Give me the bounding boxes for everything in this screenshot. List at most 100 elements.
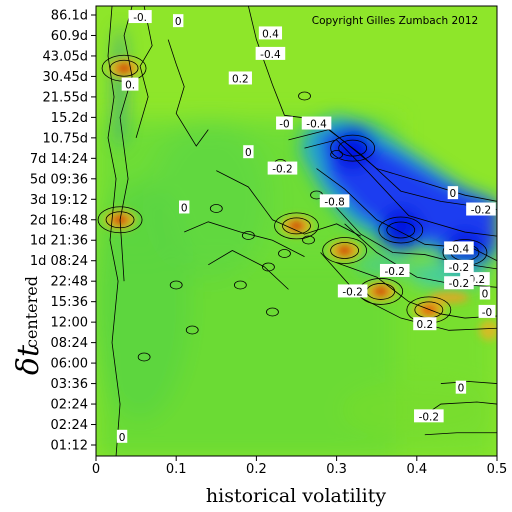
warm-spot — [419, 303, 438, 316]
contour-loop-small — [278, 249, 291, 258]
contour-label-text: -0.2 — [449, 278, 470, 290]
contour-label: 0 — [455, 380, 467, 395]
contour-loop — [105, 211, 135, 229]
y-tick-label: 5d 09:36 — [30, 172, 88, 187]
y-tick-label: 1d 21:36 — [30, 234, 88, 249]
contour-label-text: -0.2 — [342, 286, 363, 298]
contour-label-bg — [228, 71, 252, 85]
plot-area: -0. 0 0.4 -0.4 0.2 0. -0 -0.4 0 -0.2 -0.8 0 -0.2 0 -0.… — [96, 6, 497, 456]
contour-line — [107, 6, 121, 456]
contour-label-bg — [276, 116, 293, 130]
hot-spot-core — [292, 222, 301, 229]
y-tick-label: 3d 19:12 — [30, 193, 88, 208]
contour-label-bg — [479, 286, 491, 300]
contour-label-bg — [267, 161, 298, 175]
y-tick-label: 43.05d — [43, 49, 88, 64]
contour-loop — [274, 212, 319, 240]
contour-label-bg — [121, 77, 139, 91]
y-axis-label-sub: centered — [22, 276, 41, 348]
contour-label-text: -0.2 — [384, 266, 405, 278]
contour-label-bg — [243, 145, 254, 159]
contour-label-text: -0 — [482, 307, 492, 319]
contour-loop-small — [169, 280, 183, 290]
x-axis-ticks: 0 0.1 0.2 0.3 0.4 0.5 — [92, 456, 507, 477]
contour-line — [184, 221, 305, 257]
contour-label: 0.2 — [228, 71, 252, 85]
contour-line — [316, 168, 497, 262]
contour-loop — [322, 237, 368, 264]
contour-label: -0.4 — [444, 241, 474, 255]
contour-line — [320, 252, 497, 331]
contour-label-text: 0.4 — [262, 28, 279, 40]
contour-loop-small — [302, 235, 315, 245]
contour-label: 0 — [447, 186, 459, 200]
contour-label: -0. — [128, 10, 152, 24]
contour-line — [119, 6, 133, 282]
contour-label-bg — [116, 429, 128, 443]
contour-label-text: -0. — [133, 12, 147, 24]
y-tick-label: 2d 16:48 — [30, 213, 88, 228]
contour-label-text: 0.2 — [416, 319, 433, 331]
contour-label: -0.8 — [319, 194, 350, 208]
contour-label: 0.2 — [413, 317, 437, 331]
contour-line — [424, 432, 497, 436]
hot-spot-core — [120, 65, 129, 72]
contour-label: -0.2 — [337, 284, 368, 298]
contour-loop-small — [262, 262, 275, 272]
contour-label-bg — [455, 380, 467, 394]
contour-label: -0.2 — [444, 276, 474, 290]
y-tick-label: 21.55d — [43, 90, 88, 105]
contour-line — [288, 129, 497, 210]
contour-line — [216, 170, 361, 237]
contour-label-text: 0.2 — [232, 73, 249, 85]
y-tick-label: 02:24 — [51, 398, 88, 413]
contour-label-text: -0.8 — [324, 196, 345, 208]
contour-loop — [97, 206, 143, 234]
contour-line — [208, 250, 289, 290]
contour-label-text: -0.2 — [471, 205, 492, 217]
contour-line — [247, 6, 497, 202]
contour-label-bg — [337, 284, 368, 298]
contour-label-text: 0 — [458, 383, 465, 395]
contour-label: -0.4 — [255, 46, 286, 61]
contour-label: -0.2 — [379, 263, 410, 278]
contour-label-text: -0.2 — [419, 411, 440, 423]
y-axis-label: δt centered — [11, 276, 46, 375]
y-tick-label: 06:00 — [51, 357, 88, 372]
y-tick-label: 02:24 — [51, 418, 88, 433]
y-tick-label: 08:24 — [51, 336, 88, 351]
contour-label-text: -0.4 — [306, 119, 327, 131]
contour-label-bg — [319, 194, 350, 208]
contour-lines — [97, 6, 497, 456]
contour-label: 0 — [179, 200, 190, 214]
contour-label-text: -0.2 — [272, 164, 293, 176]
contour-label-bg — [478, 304, 496, 318]
plot-frame — [95, 5, 498, 457]
y-tick-label: 01:12 — [51, 439, 88, 454]
contour-line — [304, 139, 497, 237]
contour-loop-small — [330, 150, 344, 159]
y-tick-label: 1d 08:24 — [30, 254, 88, 269]
contour-loop-small — [241, 231, 255, 240]
contour-line — [428, 401, 497, 413]
y-tick-label: 86.1d — [51, 9, 88, 24]
y-tick-label: 15:36 — [51, 295, 88, 310]
contour-line — [167, 39, 209, 147]
x-tick-label: 0.3 — [326, 462, 347, 477]
y-tick-label: 15.2d — [51, 111, 88, 126]
contour-label: 0 — [243, 145, 254, 159]
contour-label: -0 — [478, 304, 496, 319]
contour-label: -0.2 — [444, 259, 474, 274]
y-axis-label-main: δt — [11, 344, 46, 375]
contour-loop — [386, 221, 416, 239]
contour-loop-small — [266, 307, 279, 317]
contour-loop — [330, 134, 376, 162]
contour-label-bg — [173, 14, 184, 28]
x-tick-label: 0.4 — [406, 462, 427, 477]
contour-line — [440, 381, 497, 384]
contour-label-bg — [379, 263, 410, 277]
contour-label-bg — [444, 259, 474, 273]
y-tick-label: 7d 14:24 — [30, 152, 88, 167]
x-tick-label: 0 — [92, 462, 100, 477]
contour-label-text: -0.4 — [260, 49, 281, 61]
